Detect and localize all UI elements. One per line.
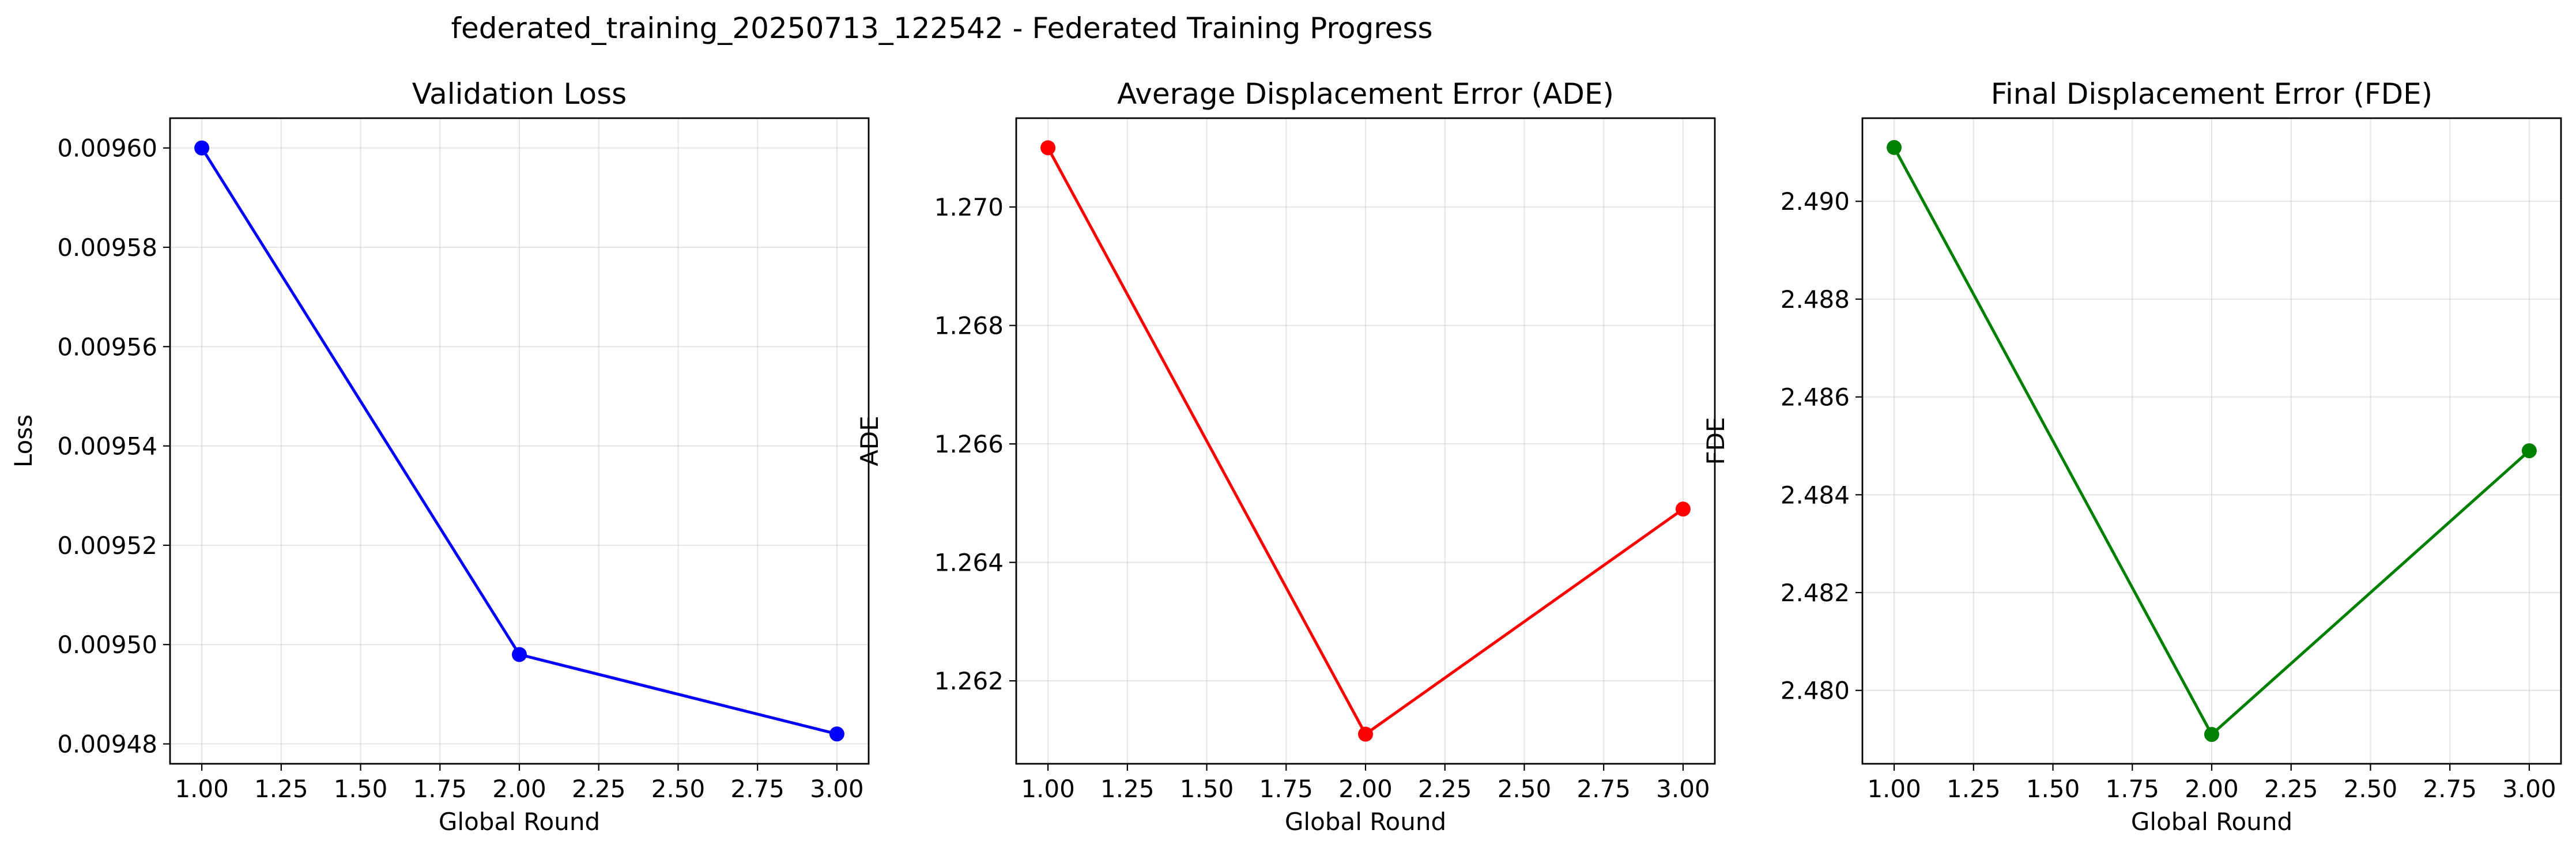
y-tick-label: 2.488: [1781, 285, 1850, 314]
axes-frame: [1861, 117, 2562, 765]
x-tick-label: 1.75: [1259, 775, 1314, 803]
y-tick-label: 2.486: [1781, 383, 1850, 412]
data-point: [2204, 727, 2219, 742]
x-tick-label: 1.25: [1947, 775, 2001, 803]
y-tick-label: 0.00956: [57, 333, 157, 361]
x-tick-label: 2.50: [651, 775, 706, 803]
x-tick-label: 2.25: [2264, 775, 2318, 803]
y-tick-label: 2.484: [1781, 481, 1850, 509]
x-tick-label: 2.50: [2344, 775, 2398, 803]
y-axis-label: FDE: [1702, 417, 1730, 465]
x-axis-label: Global Round: [439, 808, 600, 836]
x-tick-label: 2.25: [572, 775, 626, 803]
data-point: [1358, 726, 1373, 742]
x-tick-label: 1.25: [254, 775, 308, 803]
x-tick-label: 1.00: [1021, 775, 1075, 803]
y-tick-label: 1.266: [934, 430, 1004, 458]
x-tick-label: 3.00: [1656, 775, 1710, 803]
x-tick-label: 2.00: [1338, 775, 1393, 803]
figure-suptitle: federated_training_20250713_122542 - Fed…: [451, 12, 1432, 45]
y-tick-label: 2.480: [1781, 677, 1850, 705]
x-tick-label: 2.00: [2185, 775, 2239, 803]
y-axis-label: Loss: [9, 414, 37, 467]
x-tick-label: 1.75: [413, 775, 467, 803]
x-tick-label: 1.00: [1867, 775, 1921, 803]
x-tick-label: 2.50: [1498, 775, 1552, 803]
y-tick-label: 1.270: [934, 193, 1004, 221]
x-tick-label: 1.00: [175, 775, 229, 803]
axes-frame: [1015, 117, 1716, 765]
x-tick-label: 1.50: [1180, 775, 1234, 803]
x-tick-label: 2.75: [2423, 775, 2477, 803]
y-tick-label: 1.262: [934, 667, 1004, 695]
data-point: [1040, 140, 1056, 156]
y-tick-label: 1.268: [934, 312, 1004, 340]
chart-title: Validation Loss: [412, 77, 627, 111]
axes-frame: [169, 117, 870, 765]
data-point: [512, 647, 527, 662]
data-point: [1887, 139, 1902, 155]
x-tick-label: 1.75: [2106, 775, 2160, 803]
chart-title: Final Displacement Error (FDE): [1991, 77, 2432, 111]
y-tick-label: 1.264: [934, 549, 1004, 577]
y-tick-label: 0.00950: [57, 631, 157, 659]
x-tick-label: 2.75: [1576, 775, 1631, 803]
x-tick-label: 2.00: [492, 775, 546, 803]
y-tick-label: 0.00954: [57, 432, 157, 461]
x-tick-label: 3.00: [2502, 775, 2556, 803]
x-tick-label: 3.00: [810, 775, 864, 803]
x-tick-label: 1.50: [2026, 775, 2080, 803]
x-tick-label: 2.75: [730, 775, 785, 803]
y-axis-label: ADE: [855, 416, 884, 466]
y-tick-label: 0.00952: [57, 531, 157, 560]
x-tick-label: 1.50: [334, 775, 388, 803]
y-tick-label: 2.490: [1781, 187, 1850, 216]
x-tick-label: 1.25: [1100, 775, 1155, 803]
data-point: [1675, 501, 1691, 517]
y-tick-label: 0.00958: [57, 233, 157, 262]
chart-title: Average Displacement Error (ADE): [1117, 77, 1614, 111]
y-tick-label: 2.482: [1781, 579, 1850, 607]
x-tick-label: 2.25: [1418, 775, 1472, 803]
y-tick-label: 0.00960: [57, 134, 157, 163]
data-point: [829, 726, 844, 742]
x-axis-label: Global Round: [1285, 808, 1446, 836]
x-axis-label: Global Round: [2131, 808, 2292, 836]
chart-panel-2: 1.00 1.25 1.50 1.75 2.00 2.25 2.50 2.75 3.00 1.26…: [855, 77, 1716, 836]
data-point: [194, 140, 210, 156]
chart-panel-1: 1.00 1.25 1.50 1.75 2.00 2.25 2.50 2.75 3.00 0.00…: [9, 77, 870, 836]
data-point: [2521, 443, 2537, 458]
chart-panel-3: 1.00 1.25 1.50 1.75 2.00 2.25 2.50 2.75 3.00 2.48…: [1702, 77, 2562, 836]
y-tick-label: 0.00948: [57, 730, 157, 759]
